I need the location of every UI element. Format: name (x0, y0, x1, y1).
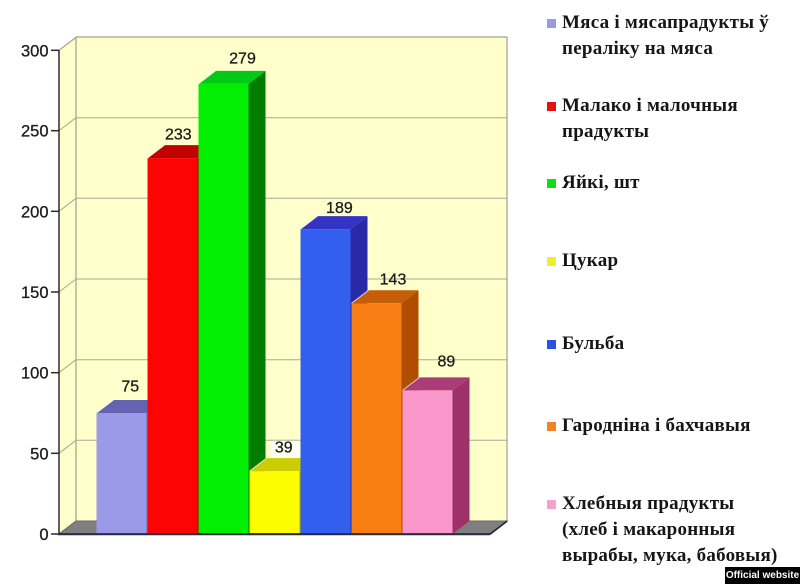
svg-text:189: 189 (326, 200, 353, 217)
svg-text:75: 75 (121, 378, 139, 395)
svg-text:0: 0 (39, 526, 48, 544)
svg-text:50: 50 (30, 445, 48, 463)
svg-text:150: 150 (21, 284, 49, 302)
svg-text:200: 200 (21, 203, 49, 221)
svg-text:233: 233 (165, 127, 192, 144)
svg-text:279: 279 (229, 50, 256, 67)
svg-text:39: 39 (275, 440, 293, 457)
svg-text:100: 100 (21, 365, 49, 383)
svg-text:250: 250 (21, 123, 49, 141)
svg-text:143: 143 (380, 272, 407, 289)
svg-text:89: 89 (438, 354, 456, 371)
svg-text:300: 300 (21, 42, 49, 60)
